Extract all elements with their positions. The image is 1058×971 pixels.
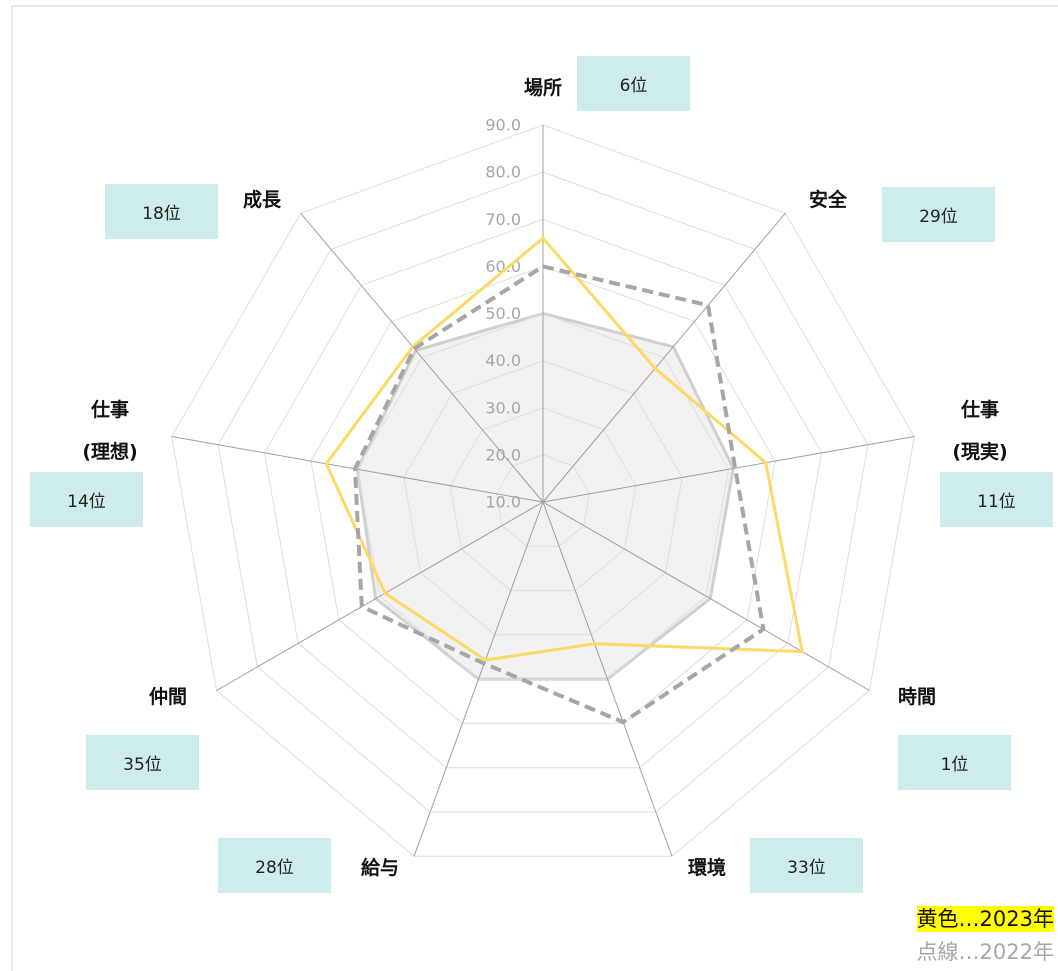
axis-label: 安全	[808, 189, 848, 211]
spoke	[542, 436, 915, 503]
grid-ring	[217, 171, 869, 813]
axis-label: 仕事 (現実)	[952, 399, 1008, 463]
axis-label: 環境	[687, 857, 727, 879]
grid-ring	[496, 454, 590, 547]
grid-ring	[263, 218, 823, 769]
y-tick-label: 20.0	[485, 445, 521, 464]
axis-label: 成長	[242, 189, 282, 211]
spoke	[542, 501, 673, 857]
grid-ring	[356, 312, 730, 680]
rank-box: 18位	[105, 184, 218, 239]
spoke	[216, 501, 544, 691]
frame	[11, 5, 1058, 971]
rank-box: 6位	[577, 56, 690, 111]
y-tick-label: 50.0	[485, 304, 521, 323]
y-tick-label: 90.0	[485, 116, 521, 135]
axis-label: 仕事 (理想)	[82, 399, 138, 463]
line-series	[324, 236, 804, 662]
grid-ring	[449, 407, 637, 592]
grid-ring	[403, 360, 683, 636]
legend-entry: 黄色…2023年	[916, 906, 1054, 932]
spoke	[542, 212, 786, 503]
rank-box: 14位	[30, 472, 143, 527]
grid-ring	[171, 124, 915, 857]
axis-label: 場所	[523, 77, 563, 99]
axis-label: 時間	[897, 686, 937, 708]
spoke	[413, 501, 544, 857]
rank-box: 1位	[898, 735, 1011, 790]
y-tick-label: 10.0	[485, 493, 521, 512]
y-tick-label: 80.0	[485, 163, 521, 182]
y-tick-label: 70.0	[485, 210, 521, 229]
axis-label: 仲間	[148, 686, 188, 708]
rank-box: 29位	[882, 187, 995, 242]
rank-box: 33位	[750, 838, 863, 893]
y-tick-label: 60.0	[485, 257, 521, 276]
rank-box: 35位	[86, 735, 199, 790]
y-tick-label: 40.0	[485, 351, 521, 370]
rank-box: 11位	[940, 472, 1053, 527]
spoke	[300, 212, 544, 503]
rank-box: 28位	[218, 838, 331, 893]
axis-label: 給与	[360, 857, 400, 879]
line-series	[353, 264, 766, 725]
spoke	[542, 501, 870, 691]
y-tick-label: 30.0	[485, 398, 521, 417]
grid-ring	[310, 265, 776, 724]
spoke	[171, 436, 544, 503]
legend-entry: 点線…2022年	[916, 940, 1054, 964]
